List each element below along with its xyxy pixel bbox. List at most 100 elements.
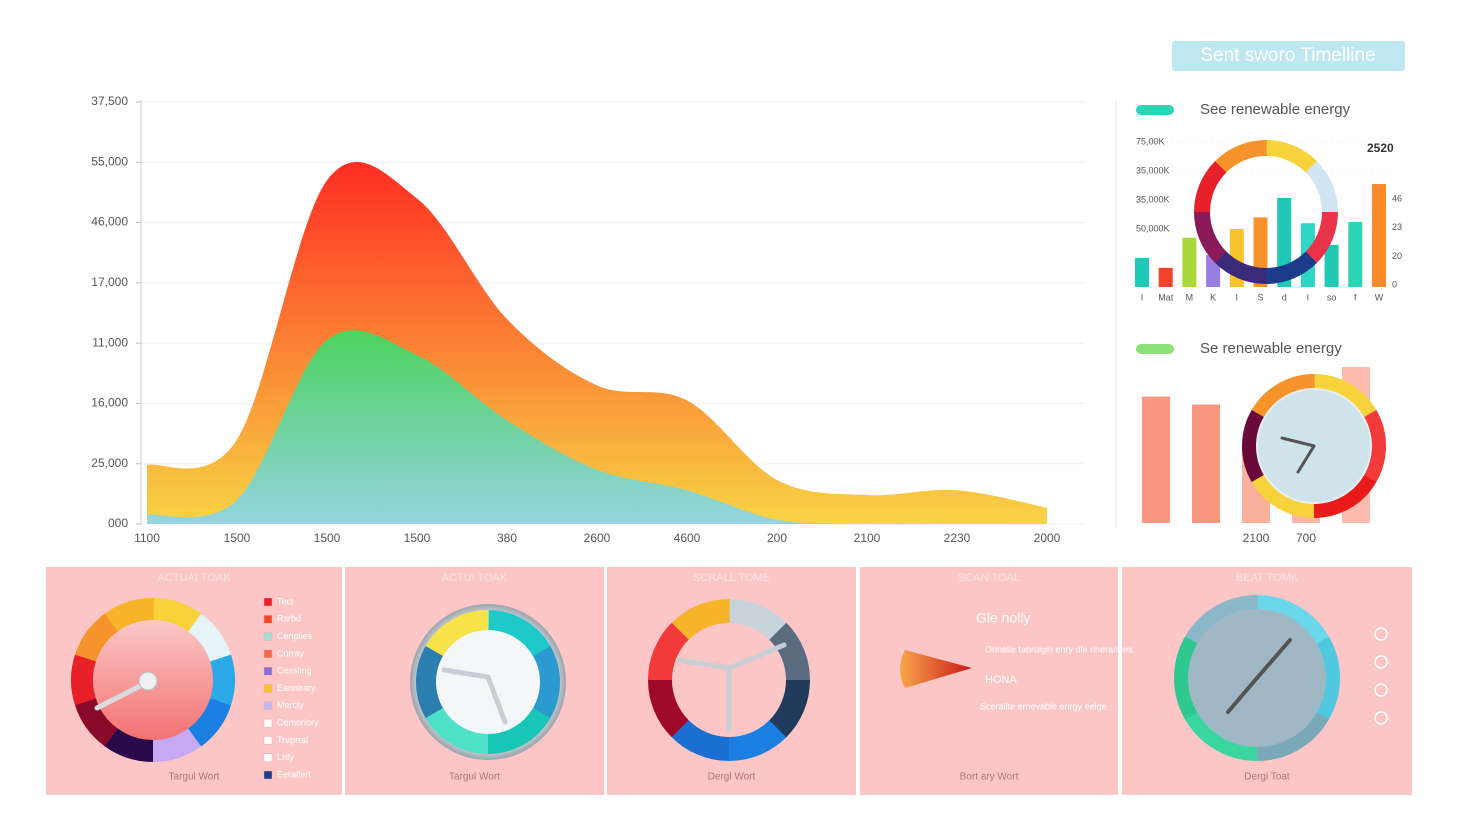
x-tick-label: 2600 (584, 531, 611, 545)
x-tick-label: 380 (497, 531, 517, 545)
legend-label: Se renewable energy (1200, 340, 1342, 357)
gauge-hand (1296, 444, 1316, 474)
legend-swatch (263, 615, 273, 624)
x-tick-label: Mat (1158, 292, 1174, 302)
header-button[interactable] (1172, 41, 1405, 71)
y-tick-label: 16,000 (91, 396, 128, 410)
panel-title: SCAN TOAL (958, 572, 1020, 584)
legend-label: Treprral (277, 735, 308, 745)
x-tick-label: l (1236, 292, 1238, 302)
panel-text: Sceralite ernevable enrgy eelge (980, 701, 1107, 711)
gauge-hand (1280, 436, 1316, 448)
gauge-hand (675, 657, 732, 671)
legend-label: See renewable energy (1200, 101, 1351, 118)
legend-label: Eeraifert (277, 769, 312, 779)
gauge-segment (1242, 409, 1265, 482)
gauge-segment (487, 610, 551, 657)
x-tick-label: W (1375, 292, 1384, 302)
legend-label: Eannirary (277, 683, 316, 693)
legend-swatch (263, 684, 273, 693)
panel-text: Onnelle tabrolgin enry dle rinerannes (985, 644, 1133, 654)
annotation: 2520 (1367, 141, 1394, 155)
y-tick-label: 35,000K (1136, 165, 1170, 175)
gauge-segment (1174, 635, 1198, 720)
legend-label: Cnrray (277, 648, 305, 658)
panel-footer: Targul Wort (169, 772, 220, 783)
right-label: 23 (1392, 222, 1402, 232)
gauge-segment (209, 654, 235, 707)
legend-label: Cessling (277, 666, 312, 676)
gauge-segment (1313, 474, 1377, 518)
panel-footer: Dergi Toat (1244, 772, 1290, 783)
gauge-segment (416, 645, 444, 718)
panel-text: Gle nolly (976, 610, 1030, 626)
x-tick-label: 1500 (404, 531, 431, 545)
gauge-segment (728, 599, 787, 641)
legend-swatch (263, 649, 273, 659)
gauge-segment (187, 613, 232, 663)
gauge-segment (671, 599, 731, 641)
gauge-hand (94, 679, 151, 711)
panel-title: ACTUI TOAK (442, 572, 508, 584)
gauge-hand (1255, 638, 1292, 680)
y-tick-label: 37,500 (91, 94, 128, 108)
gauge-segment (727, 719, 787, 761)
gauge-segment (1193, 211, 1227, 263)
gauge-segment (1251, 474, 1315, 518)
x-tick-label: 1500 (314, 531, 341, 545)
right-label: 0 (1392, 279, 1397, 289)
gauge-segment (104, 598, 155, 632)
legend-swatch (263, 770, 273, 780)
x-tick-label: 4600 (674, 531, 701, 545)
x-tick-label: K (1210, 292, 1216, 302)
x-tick-label: 2100 (1243, 531, 1270, 545)
panel-title: SCRALL TOME (693, 572, 770, 584)
x-tick-label: S (1257, 292, 1263, 302)
gauge-segment (1363, 410, 1386, 483)
x-tick-label: d (1282, 292, 1287, 302)
gauge-segment (768, 679, 810, 738)
panel-footer: Dergl Wort (708, 772, 756, 783)
gauge-segment (1304, 211, 1338, 264)
gauge-segment (425, 707, 489, 754)
gauge-segment (1316, 636, 1340, 721)
bar (1135, 258, 1149, 287)
x-tick-label: 2230 (944, 531, 971, 545)
legend-swatch (263, 597, 273, 607)
y-tick-label: 35,000K (1136, 194, 1170, 204)
legend-label: Cenplies (277, 631, 313, 641)
x-tick-label: f (1354, 292, 1357, 302)
x-tick-label: 1100 (134, 531, 160, 545)
x-tick-label: M (1186, 292, 1194, 302)
gauge-segment (1265, 251, 1317, 284)
x-tick-label: 1500 (224, 531, 251, 545)
legend-label: Rsrbd (277, 614, 301, 624)
x-tick-label: 2000 (1034, 531, 1061, 545)
gauge-segment (768, 622, 810, 682)
legend-label: Tect (277, 596, 294, 606)
bar (1182, 237, 1197, 287)
y-tick-label: 55,000 (91, 154, 128, 168)
x-tick-label: 2100 (854, 531, 881, 545)
x-tick-label: 200 (767, 531, 787, 545)
bar (1324, 244, 1339, 287)
panel-title: BEAT TOMK (1236, 572, 1299, 584)
gauge-segment (1215, 140, 1267, 173)
gauge-segment (151, 728, 202, 762)
icon (1374, 627, 1388, 641)
gauge-segment (648, 622, 690, 681)
header-title: Sent sworo Timelline (1200, 45, 1375, 66)
x-tick-label: 700 (1296, 531, 1316, 545)
y-tick-label: 000 (108, 516, 128, 530)
bar (1372, 184, 1386, 287)
gauge-hand (1226, 676, 1259, 714)
gauge-segment (1313, 374, 1377, 418)
legend-swatch (1136, 344, 1174, 354)
right-label: 46 (1392, 193, 1402, 203)
gauge-segment (425, 610, 489, 657)
gauge-segment (648, 678, 690, 738)
legend-swatch (263, 666, 273, 676)
legend-swatch (263, 718, 273, 728)
gauge-segment (1256, 595, 1330, 645)
